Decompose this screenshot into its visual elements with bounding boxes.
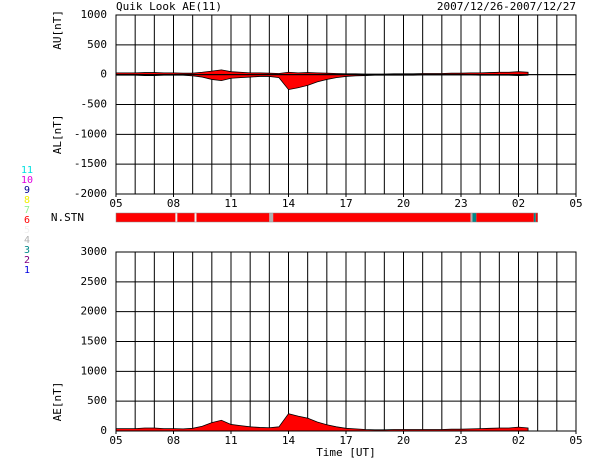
- x-axis-label: Time [UT]: [316, 446, 376, 459]
- station-count: [535, 213, 538, 222]
- legend-entry: 2: [24, 255, 30, 266]
- y-axis-label: AE[nT]: [51, 382, 64, 422]
- chart-title: Quik Look AE(11): [116, 0, 222, 13]
- x-tick-label: 05: [109, 434, 122, 447]
- legend-entry: 11: [21, 165, 33, 176]
- x-tick-label: 20: [397, 434, 410, 447]
- date-range: 2007/12/26-2007/12/27: [437, 0, 576, 13]
- station-count: [175, 213, 178, 222]
- x-tick-label: 02: [512, 434, 525, 447]
- x-tick-label: 14: [282, 197, 296, 210]
- area: [115, 74, 529, 91]
- y-tick-label: 3000: [81, 245, 108, 258]
- legend-entry: 6: [24, 215, 30, 226]
- station-count: [470, 213, 473, 222]
- x-tick-label: 11: [224, 434, 237, 447]
- y-tick-label: -2000: [74, 187, 107, 200]
- nstn-label: N.STN: [51, 211, 84, 224]
- legend-entry: 5: [24, 225, 30, 236]
- x-tick-label: 17: [339, 197, 352, 210]
- y-tick-label: 1500: [81, 335, 108, 348]
- x-tick-label: 23: [454, 434, 467, 447]
- station-count: [533, 213, 536, 222]
- plot-frame: [115, 251, 577, 432]
- x-tick-label: 02: [512, 197, 525, 210]
- y-tick-label: 500: [87, 38, 107, 51]
- y-tick-label: -500: [81, 98, 108, 111]
- legend-entry: 3: [24, 245, 30, 256]
- x-tick-label: 23: [454, 197, 467, 210]
- station-count: [273, 213, 471, 222]
- y-tick-label: 0: [100, 68, 107, 81]
- legend-entry: 9: [24, 185, 30, 196]
- x-tick-label: 17: [339, 434, 352, 447]
- x-tick-label: 11: [224, 197, 237, 210]
- legend-entry: 1: [24, 265, 30, 276]
- x-tick-label: 14: [282, 434, 296, 447]
- station-count: [476, 213, 534, 222]
- station-count: [472, 213, 477, 222]
- plot-frame: [115, 14, 577, 195]
- y-tick-label: -1000: [74, 127, 107, 140]
- station-count: [194, 213, 197, 222]
- x-tick-label: 08: [167, 197, 180, 210]
- x-tick-label: 05: [569, 197, 582, 210]
- y-tick-label: -1500: [74, 157, 107, 170]
- y-axis-label: AU[nT]: [51, 10, 64, 50]
- station-count: [177, 213, 195, 222]
- y-tick-label: 2000: [81, 305, 108, 318]
- legend-entry: 8: [24, 195, 30, 206]
- y-tick-label: 500: [87, 394, 107, 407]
- y-tick-label: 1000: [81, 8, 108, 21]
- legend-entry: 10: [21, 175, 33, 186]
- x-tick-label: 08: [167, 434, 180, 447]
- y-tick-label: 0: [100, 424, 107, 437]
- station-count: [269, 213, 274, 222]
- area: [115, 413, 529, 432]
- y-axis-label: AL[nT]: [51, 114, 64, 154]
- station-count: [116, 213, 176, 222]
- station-count: [196, 213, 270, 222]
- y-tick-label: 1000: [81, 364, 108, 377]
- x-tick-label: 05: [569, 434, 582, 447]
- area: [115, 69, 529, 76]
- station-frame: [115, 212, 538, 223]
- x-tick-label: 20: [397, 197, 410, 210]
- y-tick-label: 2500: [81, 275, 108, 288]
- legend-entry: 4: [24, 235, 30, 246]
- x-tick-label: 05: [109, 197, 122, 210]
- legend-entry: 7: [24, 205, 30, 216]
